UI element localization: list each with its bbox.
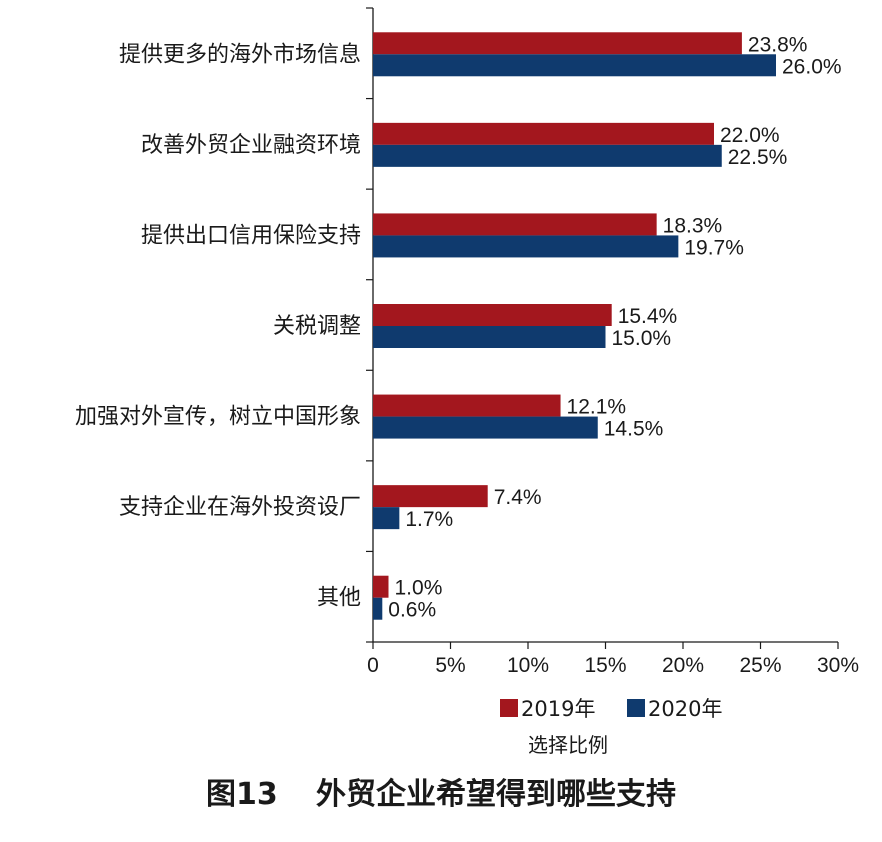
data-label: 26.0% — [782, 55, 842, 78]
bar-2019 — [373, 213, 657, 236]
category-label: 加强对外宣传，树立中国形象 — [75, 405, 361, 430]
legend-label: 2019年 — [521, 697, 595, 721]
x-tick-label: 0 — [367, 654, 379, 677]
caption-title: 外贸企业希望得到哪些支持 — [316, 777, 676, 812]
x-tick-label: 5% — [435, 654, 465, 677]
legend: 2019年 2020年 — [500, 697, 722, 721]
caption-number: 图13 — [206, 777, 278, 812]
data-label: 15.4% — [618, 305, 678, 328]
data-label: 14.5% — [604, 418, 664, 441]
data-label: 12.1% — [567, 396, 627, 419]
bar-2020 — [373, 507, 400, 530]
x-tick-label: 25% — [739, 654, 781, 677]
category-label: 支持企业在海外投资设厂 — [119, 495, 361, 520]
figure-caption: 图13 外贸企业希望得到哪些支持 — [206, 777, 676, 812]
x-axis-title: 选择比例 — [528, 733, 608, 757]
category-label: 提供更多的海外市场信息 — [119, 42, 361, 67]
data-label: 22.0% — [720, 124, 780, 147]
data-label: 23.8% — [748, 33, 808, 56]
bar-2020 — [373, 144, 722, 167]
legend-swatch — [627, 699, 645, 717]
data-label: 1.0% — [395, 577, 443, 600]
data-label: 18.3% — [663, 214, 723, 237]
bar-2020 — [373, 597, 383, 620]
bar-2019 — [373, 394, 561, 417]
bar-2020 — [373, 416, 598, 439]
category-label: 关税调整 — [273, 314, 361, 339]
category-label: 改善外贸企业融资环境 — [141, 133, 361, 158]
bar-2019 — [373, 122, 714, 145]
legend-label: 2020年 — [648, 697, 722, 721]
category-label: 提供出口信用保险支持 — [141, 223, 361, 248]
data-label: 1.7% — [405, 508, 453, 531]
bar-2020 — [373, 54, 776, 77]
data-label: 19.7% — [684, 236, 744, 259]
x-tick-label: 15% — [584, 654, 626, 677]
data-label: 22.5% — [728, 146, 788, 169]
legend-item-2020: 2020年 — [627, 697, 722, 721]
plot-area: 0 5% 10% 15% 20% 25% 30% 提供更多的海外市场信息 23.8%26.0% 改… — [75, 7, 859, 677]
data-label: 0.6% — [388, 599, 436, 622]
bar-2019 — [373, 575, 389, 598]
bar-2019 — [373, 304, 612, 326]
legend-swatch — [500, 699, 518, 717]
bar-2020 — [373, 235, 679, 258]
bar-2019 — [373, 485, 488, 508]
data-label: 15.0% — [612, 327, 672, 350]
x-tick-label: 30% — [817, 654, 859, 677]
x-tick-label: 20% — [662, 654, 704, 677]
x-tick-label: 10% — [507, 654, 549, 677]
data-label: 7.4% — [494, 486, 542, 509]
legend-item-2019: 2019年 — [500, 697, 595, 721]
category-label: 其他 — [317, 586, 361, 611]
bar-2019 — [373, 32, 742, 55]
bar-2020 — [373, 326, 606, 348]
